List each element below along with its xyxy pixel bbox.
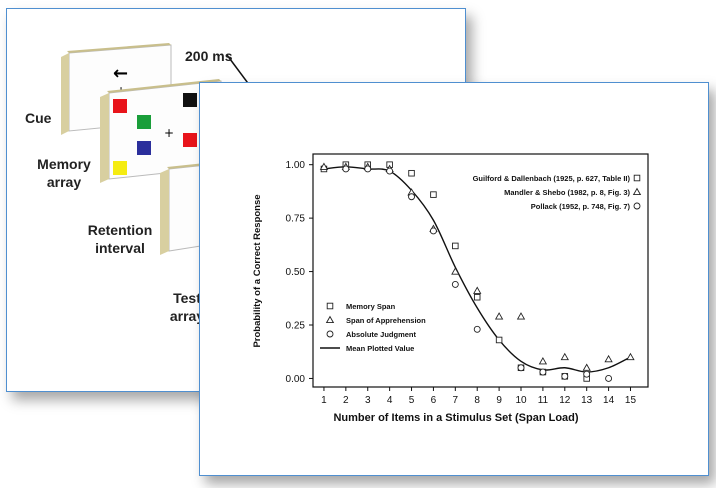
color-square (137, 115, 151, 129)
y-tick-label: 0.75 (286, 214, 306, 225)
circle-marker (583, 370, 591, 378)
circle-marker (342, 165, 350, 173)
series-legend-label: Span of Apprehension (346, 316, 426, 325)
x-tick-label: 12 (559, 395, 571, 406)
y-tick-label: 0.00 (286, 374, 306, 385)
triangle-marker (319, 162, 329, 170)
cue-arrow: ← (113, 63, 128, 84)
x-tick-label: 13 (581, 395, 593, 406)
triangle-marker (473, 286, 482, 294)
x-tick-label: 4 (387, 395, 393, 406)
circle-marker (326, 330, 334, 338)
mean-curve (323, 166, 631, 373)
source-legend-label: Guilford & Dallenbach (1925, p. 627, Tab… (473, 174, 631, 183)
triangle-marker (538, 357, 548, 365)
circle-marker (633, 202, 641, 210)
series-legend-label: Memory Span (346, 302, 396, 311)
series-legend-label: Absolute Judgment (346, 330, 417, 339)
circle-marker (473, 325, 481, 333)
square-marker (473, 293, 481, 301)
x-tick-label: 14 (603, 395, 615, 406)
x-tick-label: 10 (515, 395, 527, 406)
x-tick-label: 15 (625, 395, 637, 406)
plot-frame (312, 153, 649, 388)
retention-interval-label: Retention interval (87, 222, 153, 256)
circle-marker (561, 372, 569, 380)
color-square (183, 133, 197, 147)
circle-marker (429, 227, 437, 235)
circle-marker (364, 165, 372, 173)
test-array-label: Test array (169, 290, 205, 324)
retention-card (160, 163, 207, 255)
triangle-marker (325, 315, 335, 324)
x-axis-label: Number of Items in a Stimulus Set (Span … (333, 412, 578, 424)
cue-label: Cue (25, 110, 52, 126)
y-tick-label: 1.00 (286, 160, 306, 171)
color-square (113, 99, 127, 113)
square-marker (452, 242, 459, 250)
circle-marker (517, 364, 525, 372)
triangle-marker (582, 363, 591, 371)
x-tick-label: 2 (343, 395, 349, 406)
color-square (183, 93, 197, 107)
series-legend-label: Mean Plotted Value (346, 344, 414, 353)
square-marker (408, 169, 415, 177)
x-tick-label: 1 (321, 395, 327, 406)
y-tick-label: 0.50 (286, 267, 306, 278)
triangle-marker (451, 267, 460, 275)
square-marker (633, 174, 641, 182)
source-legend-label: Pollack (1952, p. 748, Fig. 7) (531, 202, 631, 211)
x-tick-label: 6 (431, 395, 437, 406)
square-marker (430, 191, 437, 198)
x-tick-label: 3 (365, 395, 371, 406)
span-load-chart: 1 2 3 4 5 6 7 8 9 10 11 12 13 14 150.000.250.500.751.0… (252, 153, 649, 424)
circle-marker (408, 193, 415, 201)
color-square (137, 141, 151, 155)
x-tick-label: 8 (474, 395, 480, 406)
square-marker (495, 336, 503, 344)
triangle-marker (516, 312, 526, 320)
color-square (113, 161, 127, 175)
circle-marker (451, 280, 459, 288)
square-marker (326, 302, 334, 310)
y-axis-label: Probability of a Correct Response (252, 194, 263, 347)
y-tick-label: 0.25 (286, 321, 306, 332)
circle-marker (605, 374, 613, 382)
circle-marker (539, 368, 547, 376)
chart-slide: 1 2 3 4 5 6 7 8 9 10 11 12 13 14 15 0.00 0.25 0.50 0.75 1.0… (199, 82, 709, 476)
x-tick-label: 5 (409, 395, 415, 406)
x-tick-label: 7 (453, 395, 459, 406)
triangle-marker (632, 187, 642, 196)
source-legend-label: Mandler & Shebo (1982, p. 8, Fig. 3) (504, 188, 630, 197)
memory-array-label: Memory array (37, 156, 91, 190)
timing-label: 200 ms (185, 48, 233, 64)
triangle-marker (494, 312, 504, 320)
array-fixation: + (164, 126, 174, 140)
triangle-marker (626, 352, 635, 361)
x-tick-label: 9 (496, 395, 502, 406)
circle-marker (386, 167, 394, 175)
memory-array-card: + (100, 79, 222, 183)
triangle-marker (604, 354, 613, 363)
triangle-marker (560, 352, 569, 361)
x-tick-label: 11 (538, 395, 549, 406)
